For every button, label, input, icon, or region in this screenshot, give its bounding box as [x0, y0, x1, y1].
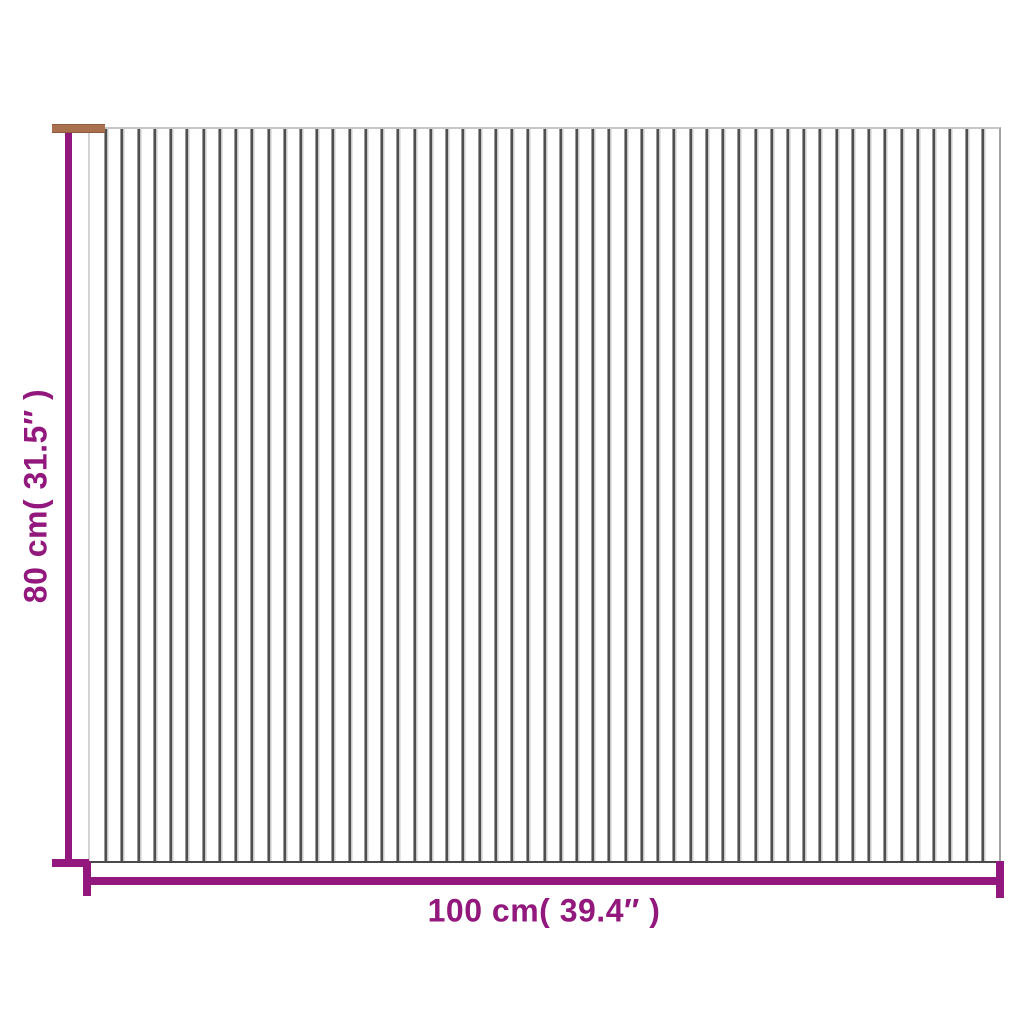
slat-line	[965, 129, 968, 861]
slat-line	[348, 129, 351, 861]
slat-line	[673, 129, 676, 861]
slat-line	[851, 129, 854, 861]
height-dimension-top-cap	[52, 124, 105, 133]
width-dimension-left-cap	[83, 861, 91, 896]
slat-line	[559, 129, 562, 861]
slat-line	[170, 129, 173, 861]
width-dimension-right-cap	[996, 861, 1004, 898]
slat-line	[981, 129, 984, 861]
rug-mat	[88, 127, 1001, 863]
slat-line	[689, 129, 692, 861]
slat-line	[868, 129, 871, 861]
slat-line	[300, 129, 303, 861]
slat-line	[218, 129, 221, 861]
height-dimension-bottom-cap	[52, 859, 89, 867]
slat-line	[478, 129, 481, 861]
slat-line	[186, 129, 189, 861]
slat-line	[770, 129, 773, 861]
slat-line	[381, 129, 384, 861]
slat-line	[332, 129, 335, 861]
slat-line	[446, 129, 449, 861]
slat-line	[657, 129, 660, 861]
slat-line	[462, 129, 465, 861]
slat-line	[316, 129, 319, 861]
slat-line	[900, 129, 903, 861]
slat-line	[705, 129, 708, 861]
slat-line	[884, 129, 887, 861]
slat-line	[819, 129, 822, 861]
slat-line	[202, 129, 205, 861]
slat-line	[429, 129, 432, 861]
slat-line	[283, 129, 286, 861]
slat-line	[235, 129, 238, 861]
slat-line	[933, 129, 936, 861]
slat-line	[267, 129, 270, 861]
slat-line	[413, 129, 416, 861]
slat-line	[722, 129, 725, 861]
slat-line	[527, 129, 530, 861]
slat-line	[624, 129, 627, 861]
slat-line	[543, 129, 546, 861]
slat-line	[575, 129, 578, 861]
slat-line	[916, 129, 919, 861]
slat-line	[754, 129, 757, 861]
slat-line	[137, 129, 140, 861]
height-dimension-line	[65, 126, 72, 867]
slat-line	[608, 129, 611, 861]
slat-line	[105, 129, 108, 861]
width-dimension-line	[85, 877, 1004, 885]
slat-line	[592, 129, 595, 861]
height-dimension-label: 80 cm( 31.5″ )	[17, 388, 54, 604]
slat-line	[835, 129, 838, 861]
slat-line	[786, 129, 789, 861]
slat-line	[511, 129, 514, 861]
slat-line	[949, 129, 952, 861]
slat-line	[803, 129, 806, 861]
slat-line	[251, 129, 254, 861]
slat-line	[397, 129, 400, 861]
width-dimension-label: 100 cm( 39.4″ )	[427, 892, 661, 929]
slat-line	[738, 129, 741, 861]
slat-line	[121, 129, 124, 861]
slat-line	[153, 129, 156, 861]
slat-line	[494, 129, 497, 861]
slat-line	[364, 129, 367, 861]
slat-line	[640, 129, 643, 861]
